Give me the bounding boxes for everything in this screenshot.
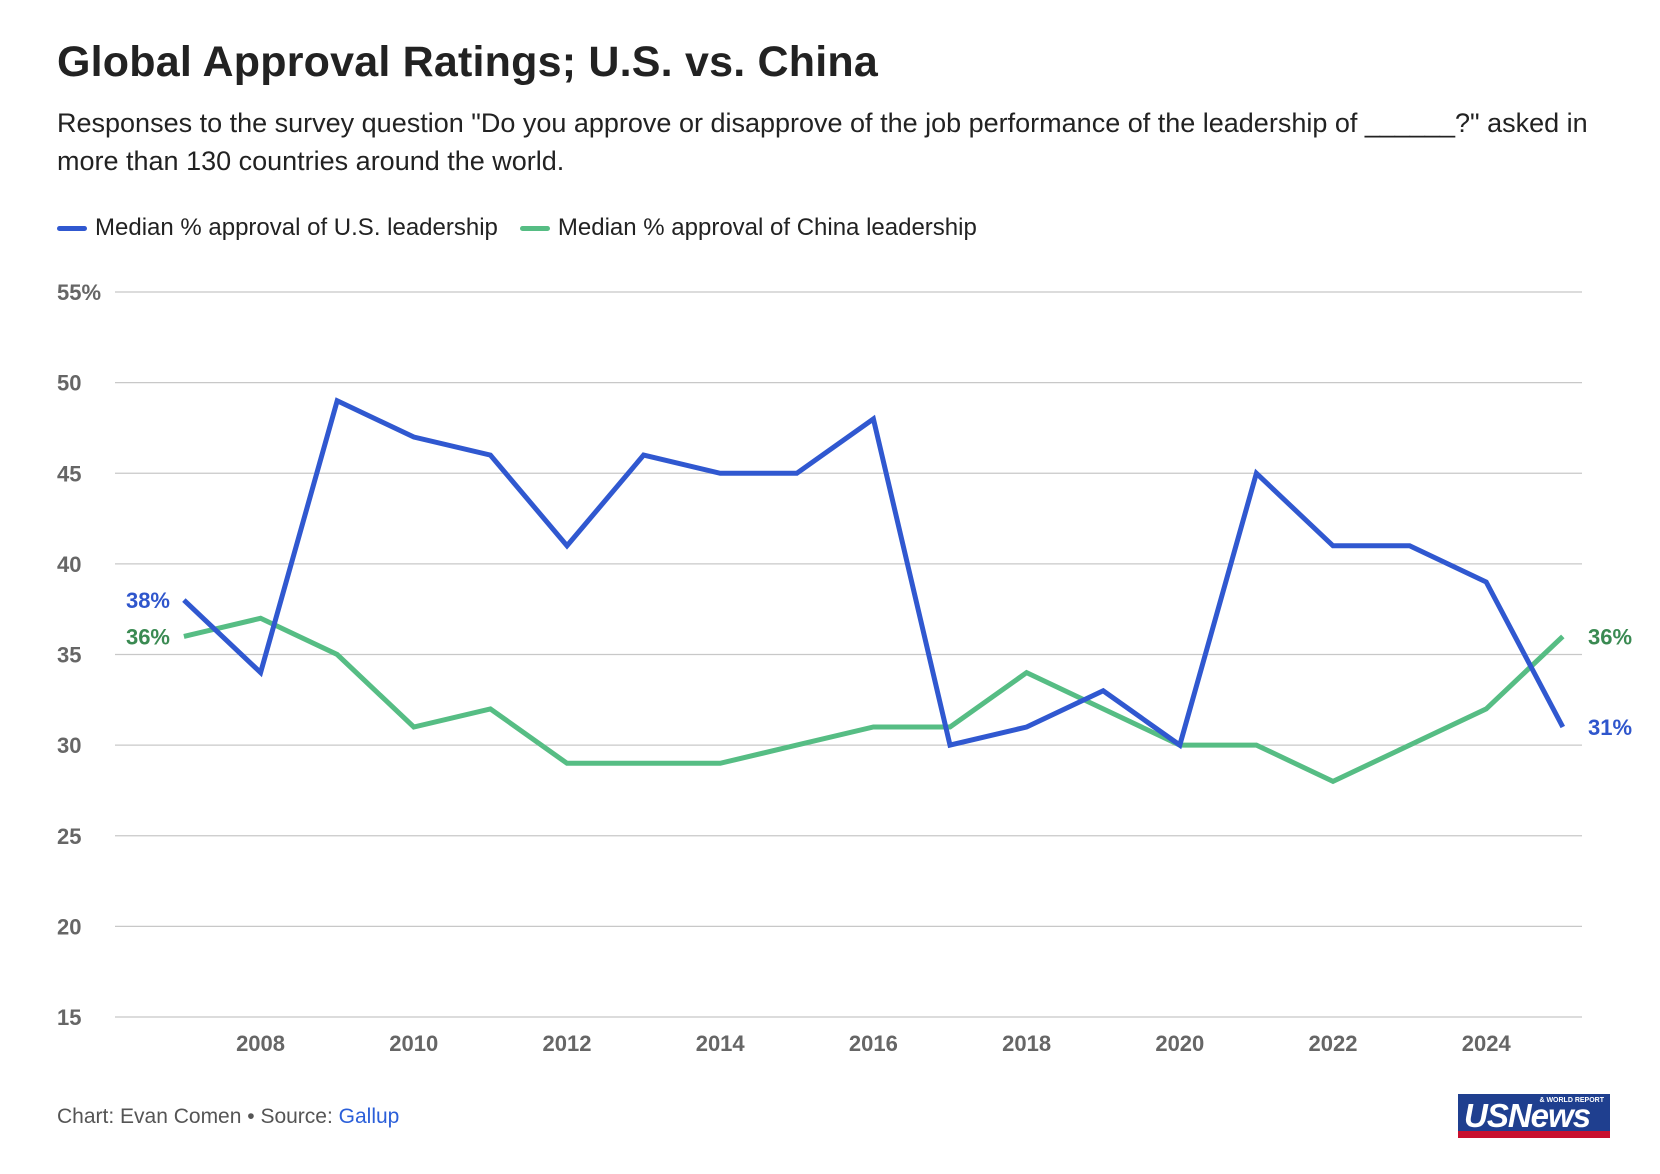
y-tick-label: 45 [57, 461, 81, 486]
y-tick-label: 40 [57, 552, 81, 577]
x-tick-label: 2020 [1155, 1031, 1204, 1056]
series-line-china [183, 615, 1565, 785]
legend-swatch-china [519, 225, 550, 231]
footer-credit: Chart: Evan Comen • Source: Gallup [57, 1105, 399, 1129]
footer-credit-text: Chart: Evan Comen • Source: [57, 1105, 339, 1128]
legend-label-china: Median % approval of China leadership [557, 214, 977, 241]
y-tick-label: 35 [57, 643, 81, 668]
legend-swatch-us [57, 225, 87, 231]
chart-subtitle: Responses to the survey question "Do you… [57, 108, 1588, 176]
chart-title: Global Approval Ratings; U.S. vs. China [57, 38, 878, 86]
x-tick-label: 2010 [389, 1031, 438, 1056]
x-tick-label: 2008 [236, 1031, 285, 1056]
y-tick-label: 50 [57, 371, 81, 396]
end-label-china: 36% [1588, 624, 1632, 649]
y-tick-label: 20 [57, 914, 81, 939]
x-tick-label: 2022 [1309, 1031, 1358, 1056]
usnews-logo: USNews & WORLD REPORT [1458, 1094, 1610, 1138]
legend-label-us: Median % approval of U.S. leadership [95, 214, 498, 241]
logo-stripe [1458, 1131, 1610, 1138]
x-tick-label: 2014 [696, 1031, 746, 1056]
x-tick-label: 2024 [1462, 1031, 1512, 1056]
gridlines [115, 291, 1582, 1018]
series-lines [182, 397, 1566, 785]
y-tick-label: 25 [57, 824, 81, 849]
x-axis-ticks: 2008 2010 2012 2014 2016 2018 2020 2022 2024 [236, 1031, 1511, 1056]
legend: Median % approval of U.S. leadership Med… [57, 214, 999, 242]
logo-tagline: & WORLD REPORT [1539, 1097, 1604, 1104]
end-label-us: 31% [1588, 715, 1632, 740]
legend-item-china: Median % approval of China leadership [519, 214, 977, 242]
y-tick-label: 55% [57, 280, 101, 305]
y-tick-label: 15 [57, 1005, 81, 1030]
x-tick-label: 2018 [1002, 1031, 1051, 1056]
source-link[interactable]: Gallup [338, 1105, 400, 1128]
x-tick-label: 2016 [849, 1031, 898, 1056]
y-tick-label: 30 [57, 733, 81, 758]
y-axis-ticks: 15 20 25 30 35 40 45 50 55% [57, 280, 101, 1030]
data-labels: 38% 31% 36% 36% [126, 588, 1632, 740]
start-label-china: 36% [126, 624, 170, 649]
x-tick-label: 2012 [542, 1031, 591, 1056]
legend-item-us: Median % approval of U.S. leadership [57, 214, 498, 242]
logo-text: USNews [1464, 1097, 1591, 1134]
start-label-us: 38% [126, 588, 170, 613]
series-line-us [182, 397, 1566, 750]
